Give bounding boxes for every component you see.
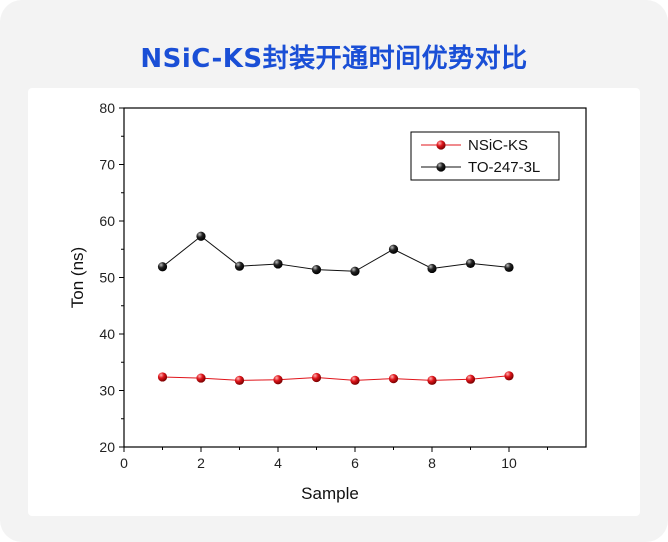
data-point-nsic-ks [427, 375, 437, 385]
series-line-nsic-ks [162, 375, 510, 381]
data-point-to-247-3l [273, 259, 283, 269]
y-axis-label: Ton (ns) [68, 247, 87, 308]
data-point-to-247-3l [504, 262, 514, 272]
x-tick-label: 4 [274, 455, 282, 471]
data-point-nsic-ks [157, 372, 168, 382]
data-point-nsic-ks [196, 373, 206, 383]
y-tick-label: 20 [99, 439, 115, 455]
data-point-to-247-3l [157, 262, 168, 272]
data-point-nsic-ks [234, 375, 245, 385]
x-axis-label: Sample [301, 484, 359, 503]
data-point-to-247-3l [196, 231, 206, 241]
data-point-to-247-3l [465, 258, 476, 268]
page-title: NSiC-KS封装开通时间优势对比 [140, 44, 528, 74]
data-point-nsic-ks [350, 375, 360, 385]
data-point-to-247-3l [234, 261, 245, 271]
data-point-nsic-ks [504, 371, 514, 381]
y-tick-label: 40 [99, 326, 115, 342]
x-tick-label: 0 [120, 455, 128, 471]
y-tick-label: 30 [99, 383, 115, 399]
legend-marker [436, 162, 446, 172]
data-point-to-247-3l [311, 264, 322, 275]
data-point-nsic-ks [273, 375, 283, 385]
data-point-to-247-3l [350, 266, 360, 276]
x-tick-label: 6 [351, 455, 359, 471]
x-tick-label: 10 [501, 455, 517, 471]
legend-marker [436, 140, 446, 150]
y-tick-label: 80 [99, 100, 115, 116]
y-tick-label: 50 [99, 270, 115, 286]
legend-box [410, 131, 560, 181]
y-tick-label: 60 [99, 213, 115, 229]
legend-label: TO-247-3L [468, 159, 540, 176]
data-point-nsic-ks [465, 374, 476, 384]
y-tick-label: 70 [99, 157, 115, 173]
series-line-to-247-3l [162, 235, 510, 272]
legend-label: NSiC-KS [468, 137, 528, 154]
x-tick-label: 8 [428, 455, 436, 471]
data-point-nsic-ks [311, 372, 322, 383]
data-point-to-247-3l [388, 244, 399, 254]
data-point-nsic-ks [388, 374, 399, 384]
x-tick-label: 2 [197, 455, 205, 471]
data-point-to-247-3l [427, 263, 437, 274]
